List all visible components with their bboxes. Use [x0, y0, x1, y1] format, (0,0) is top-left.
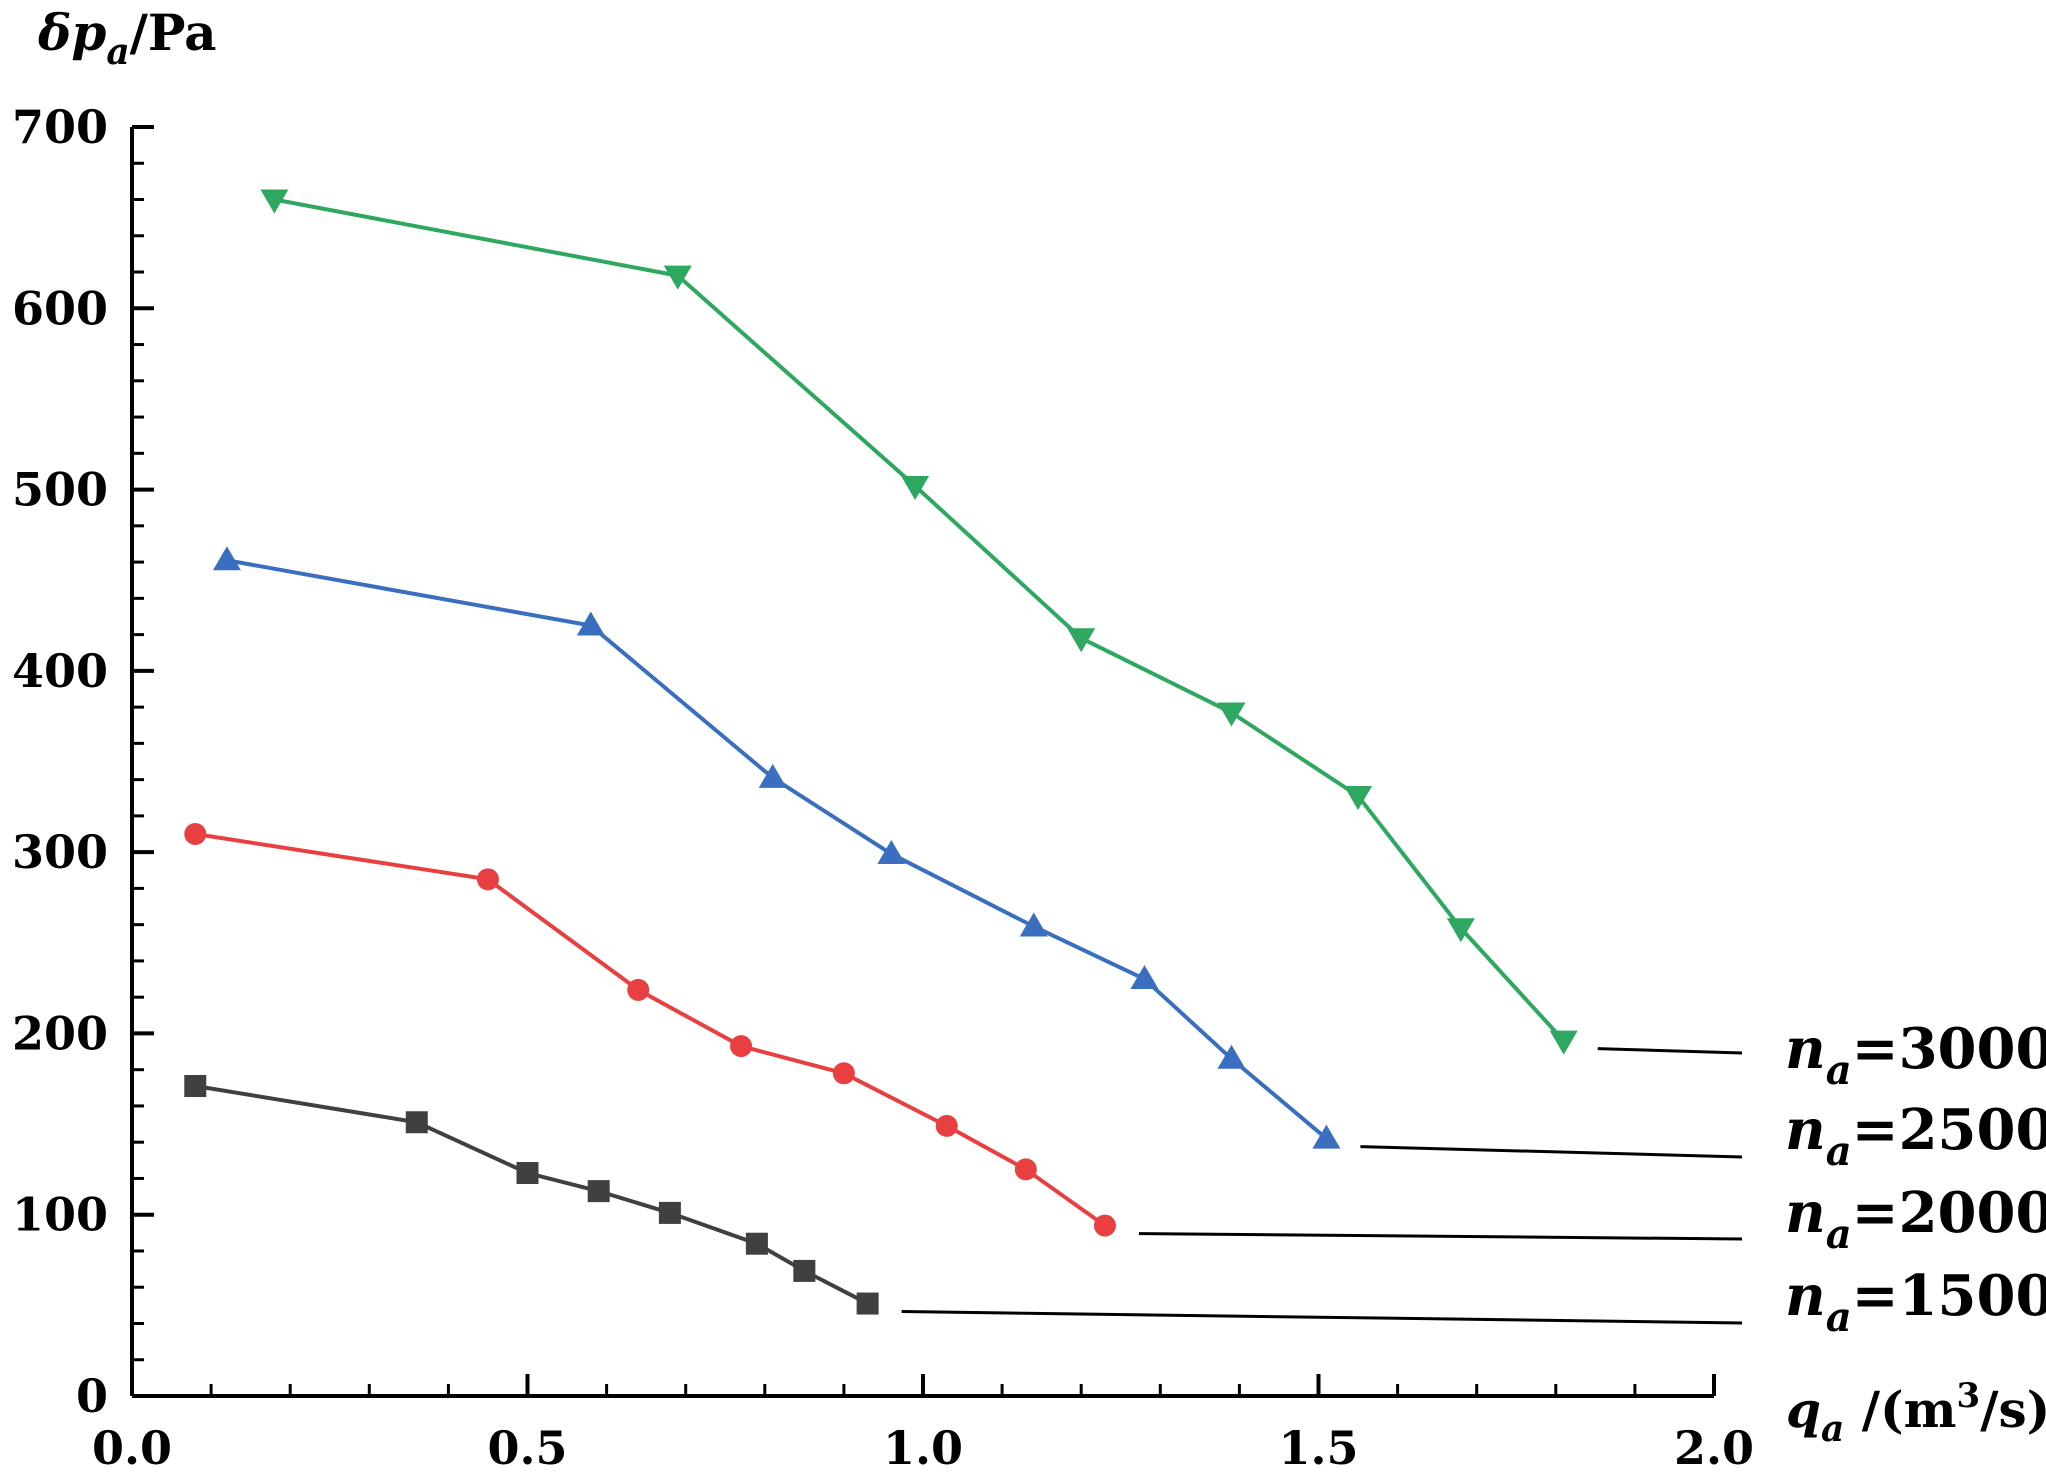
- series-n-a-3000: [260, 189, 1578, 1055]
- tick-labels: 0.0 0.5 1.0 1.5 2.0 0 100 200 300 400 500 600 700: [12, 100, 1754, 1475]
- x-tick-label: 2.0: [1674, 1421, 1754, 1475]
- data-point: [212, 546, 241, 571]
- data-point: [1019, 912, 1048, 937]
- data-point: [260, 189, 289, 214]
- data-point: [1312, 1124, 1341, 1149]
- legend-label: na=1500: [1785, 1263, 2046, 1341]
- data-point: [730, 1035, 753, 1058]
- data-point: [1446, 918, 1475, 943]
- data-point: [1217, 702, 1246, 727]
- data-point: [658, 1201, 681, 1224]
- data-point: [1344, 785, 1373, 810]
- y-tick-label: 0: [76, 1369, 108, 1423]
- y-tick-label: 500: [12, 463, 108, 517]
- data-point: [516, 1162, 539, 1185]
- y-axis-title-var: δp: [37, 3, 106, 62]
- series-layer: [184, 189, 1578, 1315]
- data-point: [856, 1292, 879, 1315]
- y-tick-label: 300: [12, 825, 108, 879]
- data-point: [627, 978, 650, 1001]
- data-point: [663, 265, 692, 290]
- y-tick-label: 700: [12, 100, 108, 154]
- axes: [130, 127, 1714, 1398]
- series-line: [226, 558, 1328, 1141]
- x-axis-title-var: q: [1786, 1380, 1821, 1439]
- y-axis-title: δpa/Pa: [37, 3, 217, 73]
- data-point: [877, 839, 906, 864]
- data-point: [1067, 628, 1096, 653]
- y-tick-label: 400: [12, 644, 108, 698]
- data-point: [476, 868, 499, 891]
- y-tick-label: 600: [12, 281, 108, 335]
- legend-leader-line: [1597, 1047, 1743, 1055]
- data-point: [758, 763, 787, 788]
- series-n-a-1500: [184, 1075, 879, 1315]
- y-axis-title-sub: a: [106, 31, 129, 73]
- series-line: [274, 197, 1566, 1043]
- x-axis-title-sup: 3: [1957, 1376, 1981, 1416]
- data-point: [901, 475, 930, 500]
- data-point: [935, 1114, 958, 1137]
- x-axis-title-sub: a: [1821, 1408, 1844, 1450]
- data-point: [1014, 1158, 1037, 1181]
- y-tick-label: 200: [12, 1006, 108, 1060]
- data-point: [184, 823, 207, 846]
- data-point: [1549, 1030, 1578, 1055]
- x-axis-title-unit-post: /s): [1980, 1380, 2046, 1439]
- legend-leader-line: [1360, 1145, 1743, 1159]
- data-point: [1217, 1044, 1246, 1069]
- x-tick-label: 0.5: [487, 1421, 567, 1475]
- legend-label: na=2000: [1785, 1180, 2046, 1258]
- x-tick-label: 0.0: [92, 1421, 172, 1475]
- series-n-a-2500: [212, 546, 1341, 1149]
- legend-leader-line: [901, 1310, 1743, 1325]
- legend-label: na=3000: [1785, 1016, 2046, 1094]
- series-n-a-2000: [184, 823, 1116, 1237]
- data-point: [832, 1062, 855, 1085]
- x-tick-label: 1.5: [1278, 1421, 1358, 1475]
- series-line: [194, 1084, 869, 1306]
- legend-leader-line: [1138, 1232, 1743, 1241]
- x-axis-title: qa /(m3/s): [1786, 1376, 2046, 1450]
- legend-label: na=2500: [1785, 1097, 2046, 1175]
- data-point: [745, 1232, 768, 1255]
- data-point: [793, 1259, 816, 1282]
- data-point: [405, 1111, 428, 1134]
- y-tick-label: 100: [12, 1188, 108, 1242]
- data-point: [1130, 965, 1159, 990]
- series-line: [194, 832, 1107, 1228]
- ticks: [130, 125, 1716, 1398]
- x-axis-title-unit-pre: /(m: [1844, 1380, 1956, 1439]
- y-axis-title-unit: /Pa: [130, 3, 217, 62]
- data-point: [576, 611, 605, 636]
- data-point: [184, 1075, 207, 1098]
- data-point: [587, 1180, 610, 1203]
- x-tick-label: 1.0: [883, 1421, 963, 1475]
- data-point: [1093, 1214, 1116, 1237]
